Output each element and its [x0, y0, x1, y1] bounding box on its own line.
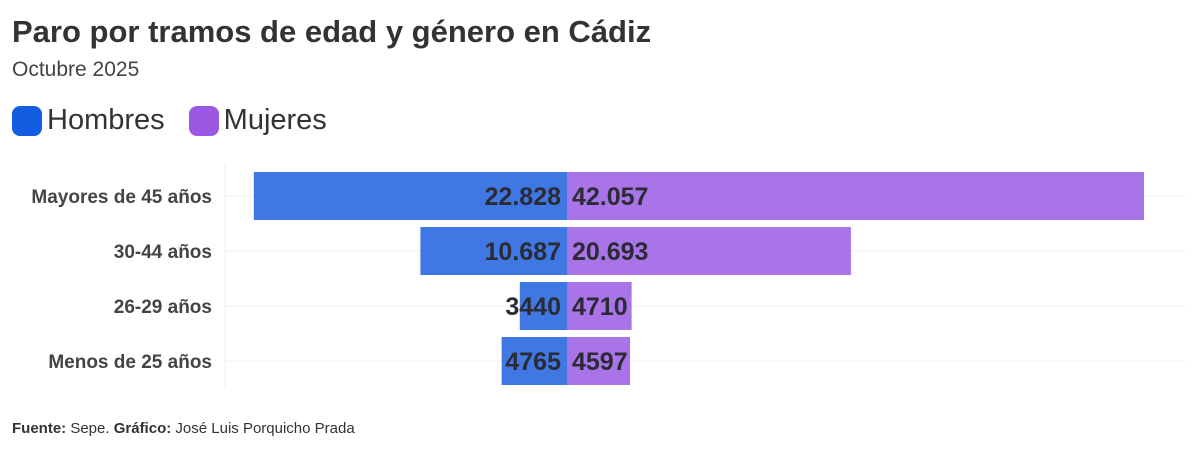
legend-label-hombres: Hombres — [47, 104, 165, 136]
legend-item-hombres: Hombres — [12, 104, 165, 137]
category-label: Mayores de 45 años — [31, 187, 212, 208]
legend-label-mujeres: Mujeres — [223, 104, 327, 136]
category-label: 30-44 años — [114, 242, 212, 263]
chart-subtitle: Octubre 2025 — [12, 58, 140, 81]
footer: Fuente: Sepe. Gráfico: José Luis Porquic… — [12, 420, 355, 437]
bar-hombres — [420, 227, 567, 275]
source: Sepe. — [66, 420, 114, 437]
source-label: Fuente: — [12, 420, 67, 437]
category-label: 26-29 años — [114, 297, 212, 318]
data-label-mujeres: 4710 — [572, 293, 628, 321]
bar-mujeres — [567, 227, 851, 275]
category-label: Menos de 25 años — [48, 352, 212, 373]
bar-hombres — [253, 172, 567, 220]
bar-hombres — [519, 282, 567, 330]
bar-mujeres — [567, 172, 1144, 220]
data-label-hombres: 22.828 — [485, 183, 562, 211]
data-label-mujeres: 20.693 — [572, 238, 648, 266]
legend-swatch-mujeres — [188, 105, 219, 136]
legend-swatch-hombres — [12, 105, 42, 136]
bar-mujeres — [567, 337, 631, 385]
data-label-hombres: 10.687 — [485, 238, 561, 266]
bar-hombres — [501, 337, 567, 385]
credit: José Luis Porquicho Prada — [171, 420, 355, 437]
data-label-mujeres: 42.057 — [572, 183, 648, 211]
chart-title: Paro por tramos de edad y género en Cádi… — [12, 14, 652, 49]
bar-mujeres — [567, 282, 632, 330]
data-label-hombres: 4765 — [505, 348, 561, 376]
credit-label: Gráfico: — [113, 420, 172, 437]
legend-item-mujeres: Mujeres — [188, 104, 327, 137]
data-label-mujeres: 4597 — [572, 348, 628, 376]
legend: Hombres Mujeres — [12, 104, 351, 137]
data-label-hombres: 3440 — [505, 293, 561, 321]
